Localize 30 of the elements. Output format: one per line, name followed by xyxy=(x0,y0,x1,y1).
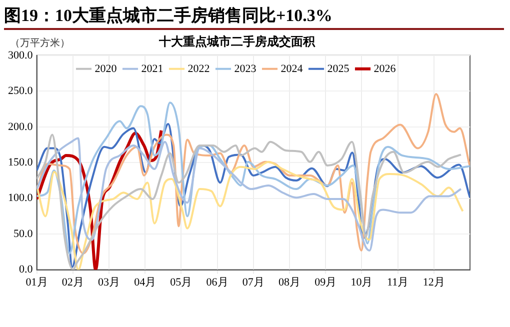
y-tick-label: 250.0 xyxy=(8,85,34,98)
y-tick-label: 150.0 xyxy=(8,156,34,168)
x-tick-label: 10月 xyxy=(350,276,373,288)
y-tick-label: 200.0 xyxy=(8,120,34,133)
legend-label: 2026 xyxy=(374,62,396,75)
x-tick-label: 08月 xyxy=(278,276,300,288)
y-tick-label: 0.0 xyxy=(19,264,34,276)
legend-label: 2024 xyxy=(280,62,304,75)
y-tick-label: 100.0 xyxy=(8,192,34,204)
x-tick-label: 05月 xyxy=(170,276,192,288)
chart-title: 图19：10大重点城市二手房销售同比+10.3% xyxy=(4,3,504,30)
x-tick-label: 09月 xyxy=(314,276,337,288)
x-tick-label: 12月 xyxy=(422,276,445,288)
x-tick-label: 03月 xyxy=(98,276,120,288)
legend-label: 2025 xyxy=(327,62,350,75)
x-tick-label: 04月 xyxy=(134,276,156,288)
legend-label: 2021 xyxy=(141,62,164,75)
chart-subtitle: 十大重点城市二手房成交面积 xyxy=(158,34,316,48)
x-tick-label: 02月 xyxy=(62,276,84,288)
legend-label: 2022 xyxy=(188,62,210,75)
x-tick-label: 07月 xyxy=(242,276,264,288)
x-tick-label: 11月 xyxy=(386,276,409,288)
legend-label: 2023 xyxy=(234,62,257,75)
x-tick-label: 01月 xyxy=(26,276,48,288)
legend-label: 2020 xyxy=(94,62,118,75)
line-series xyxy=(36,160,464,270)
y-axis-title: （万平方米） xyxy=(10,36,70,49)
y-tick-label: 50.0 xyxy=(14,228,34,240)
x-tick-label: 06月 xyxy=(206,276,228,288)
y-tick-label: 300.0 xyxy=(8,49,34,62)
